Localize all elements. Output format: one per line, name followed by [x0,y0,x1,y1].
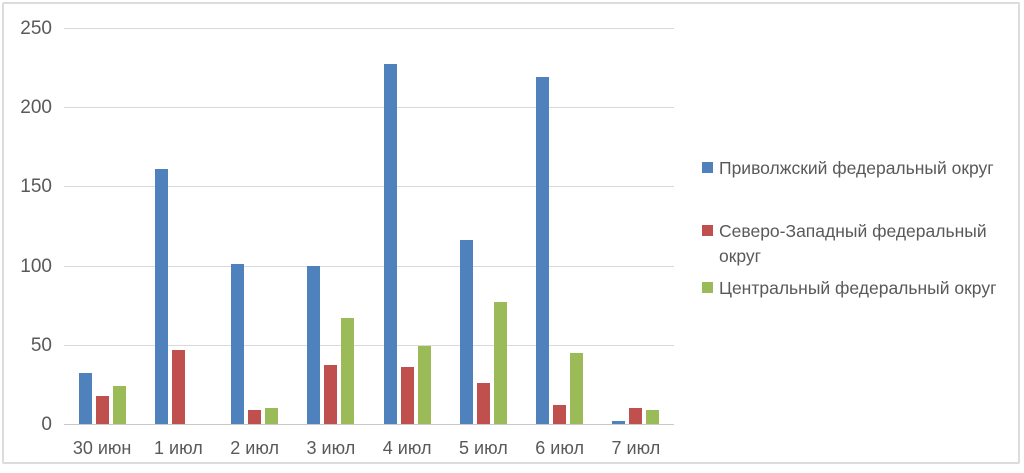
x-axis-label: 5 июл [459,438,508,458]
bar [570,352,584,424]
bar [417,346,431,424]
bar [171,349,185,424]
bar [612,420,626,424]
bar [476,382,490,424]
legend-marker-square-icon [702,282,713,293]
chart-frame: 0 50 100 150 200 250 30 июн 1 июл 2 июл 3 июл 4 и… [2,2,1020,464]
gridline [64,344,674,346]
y-axis-label: 0 [41,414,52,435]
bar [154,168,168,424]
x-axis-label: 4 июл [382,438,432,458]
legend-item: Центральный федеральный округ [702,276,996,301]
bar [400,366,414,424]
bar [553,405,567,424]
bar [248,409,262,424]
gridline [64,186,674,188]
gridline [64,424,674,425]
legend-marker-square-icon [702,225,713,236]
bar [95,395,109,424]
bar [646,409,660,424]
legend-item: Северо-Западный федеральный округ [702,219,1015,269]
gridline [64,28,674,29]
bar [307,265,321,424]
bar [536,77,550,424]
bar [629,408,643,424]
bar [231,264,245,424]
bar [383,64,397,424]
legend-item: Приволжский федеральный округ [702,156,994,181]
legend-label: Северо-Западный федеральный округ [719,221,987,266]
y-axis-label: 150 [20,176,52,198]
y-axis-label: 50 [30,334,52,356]
bar [78,373,92,424]
x-axis-label: 7 июл [611,438,661,458]
bar [341,317,355,424]
x-axis-label: 6 июл [535,438,584,458]
legend-label: Центральный федеральный округ [719,278,997,298]
y-axis-label: 200 [20,97,52,119]
legend: Приволжский федеральный округ Северо-Зап… [702,4,1022,462]
plot-area [64,28,674,425]
bar [493,302,507,424]
gridline [64,265,674,267]
x-axis-label: 30 июн [72,438,132,458]
bar [265,408,279,424]
x-axis-label: 1 июл [154,438,203,458]
bar [112,385,126,424]
gridline [64,107,674,109]
bar [459,240,473,424]
x-axis-label: 2 июл [230,438,279,458]
x-axis-label: 3 июл [306,438,356,458]
legend-marker-square-icon [702,162,713,173]
bar [324,365,338,424]
y-axis-label: 100 [20,255,52,277]
legend-label: Приволжский федеральный округ [719,158,994,178]
y-axis-label: 250 [20,18,52,39]
